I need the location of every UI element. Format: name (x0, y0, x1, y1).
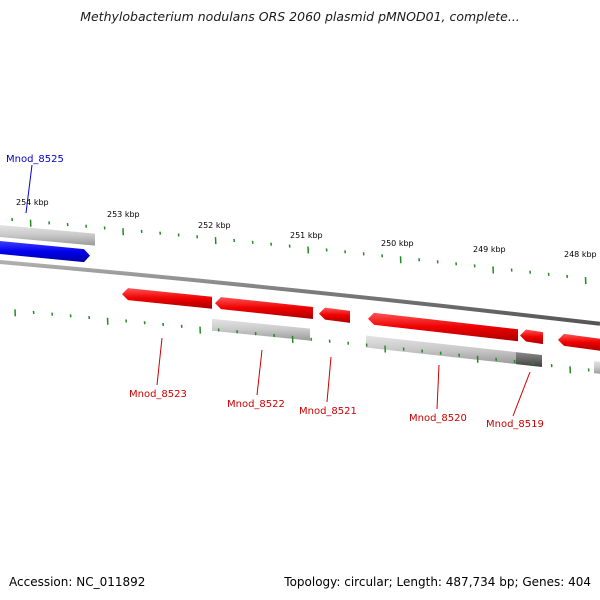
gene-label-mnod-8523[interactable]: Mnod_8523 (129, 389, 187, 400)
scale-tick-label: 250 kbp (381, 239, 414, 248)
reverse-gene-partial[interactable] (558, 333, 600, 351)
gene-leader-line (326, 356, 332, 403)
plasmid-backbone (0, 260, 600, 326)
scale-tick-label: 254 kbp (16, 198, 49, 207)
gene-leader-line (156, 337, 163, 386)
scale-tick-label: 248 kbp (564, 250, 597, 259)
forward-feature-block[interactable] (0, 225, 95, 246)
map-title: Methylobacterium nodulans ORS 2060 plasm… (80, 9, 520, 24)
scale-tick-label: 253 kbp (107, 210, 140, 219)
gene-leader-line (256, 349, 263, 396)
scale-tick-label: 252 kbp (198, 221, 231, 230)
gene-label-mnod-8519[interactable]: Mnod_8519 (486, 419, 544, 430)
gene-label-mnod-8520[interactable]: Mnod_8520 (409, 413, 467, 424)
gene-label-mnod-8521[interactable]: Mnod_8521 (299, 406, 357, 417)
reverse-feature-block-dark[interactable] (516, 352, 542, 368)
reverse-gene-mnod-8522[interactable] (215, 297, 313, 319)
scale-tick-label: 251 kbp (290, 231, 323, 240)
accession-text: Accession: NC_011892 (9, 575, 146, 589)
gene-leader-line (436, 364, 440, 410)
reverse-gene-mnod-8519[interactable] (520, 329, 543, 345)
forward-gene-mnod-8525[interactable] (0, 241, 90, 263)
gene-label-mnod-8525[interactable]: Mnod_8525 (6, 154, 64, 165)
genome-stats-text: Topology: circular; Length: 487,734 bp; … (284, 575, 591, 589)
reverse-feature-block[interactable] (594, 361, 600, 374)
scale-tick-label: 249 kbp (473, 245, 506, 254)
gene-label-mnod-8522[interactable]: Mnod_8522 (227, 399, 285, 410)
reverse-gene-mnod-8523[interactable] (122, 288, 212, 309)
gene-leader-line (25, 164, 33, 214)
reverse-gene-mnod-8520[interactable] (368, 312, 518, 342)
reverse-feature-block[interactable] (366, 335, 516, 365)
reverse-feature-block[interactable] (212, 318, 310, 341)
gene-leader-line (512, 371, 531, 417)
reverse-gene-mnod-8521[interactable] (319, 307, 350, 323)
